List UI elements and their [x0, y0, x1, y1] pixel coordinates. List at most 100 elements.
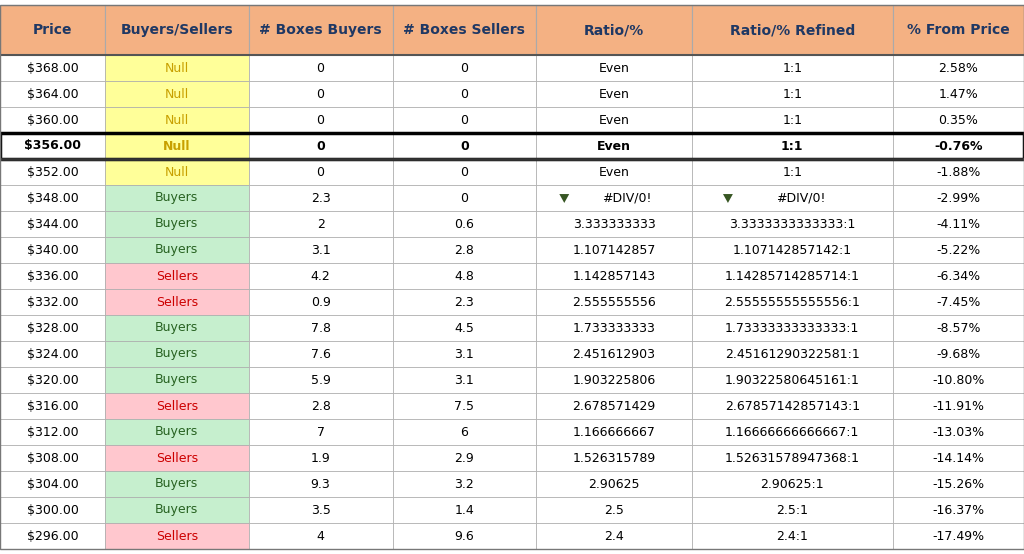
- Bar: [249, 237, 392, 263]
- Bar: [692, 471, 893, 497]
- Bar: [0, 263, 104, 289]
- Text: 0: 0: [316, 140, 325, 152]
- Text: $308.00: $308.00: [27, 452, 79, 464]
- Bar: [0, 5, 104, 55]
- Text: Ratio/%: Ratio/%: [584, 23, 644, 37]
- Text: 1.9: 1.9: [310, 452, 331, 464]
- Text: Null: Null: [165, 88, 189, 100]
- Bar: [692, 133, 893, 159]
- Text: $360.00: $360.00: [27, 114, 79, 126]
- Bar: [392, 445, 537, 471]
- Text: 0: 0: [316, 61, 325, 74]
- Text: 0.9: 0.9: [310, 295, 331, 309]
- Bar: [537, 315, 692, 341]
- Bar: [0, 133, 104, 159]
- Bar: [893, 263, 1024, 289]
- Bar: [537, 159, 692, 185]
- Polygon shape: [559, 194, 569, 203]
- Bar: [392, 133, 537, 159]
- Bar: [104, 393, 249, 419]
- Bar: [392, 341, 537, 367]
- Bar: [392, 211, 537, 237]
- Text: -9.68%: -9.68%: [936, 347, 981, 361]
- Bar: [537, 211, 692, 237]
- Bar: [692, 185, 893, 211]
- Text: 2.8: 2.8: [455, 244, 474, 257]
- Bar: [392, 237, 537, 263]
- Text: 1.73333333333333:1: 1.73333333333333:1: [725, 321, 859, 335]
- Bar: [104, 445, 249, 471]
- Text: $328.00: $328.00: [27, 321, 79, 335]
- Bar: [893, 5, 1024, 55]
- Text: 1.903225806: 1.903225806: [572, 373, 655, 387]
- Text: $324.00: $324.00: [27, 347, 78, 361]
- Text: $312.00: $312.00: [27, 425, 78, 439]
- Text: 1.107142857142:1: 1.107142857142:1: [733, 244, 852, 257]
- Text: Even: Even: [599, 61, 630, 74]
- Text: Null: Null: [165, 166, 189, 178]
- Text: -16.37%: -16.37%: [933, 504, 984, 516]
- Bar: [0, 289, 104, 315]
- Bar: [692, 159, 893, 185]
- Text: 1.142857143: 1.142857143: [572, 269, 655, 283]
- Bar: [537, 107, 692, 133]
- Bar: [0, 133, 1024, 159]
- Bar: [893, 419, 1024, 445]
- Text: -8.57%: -8.57%: [936, 321, 981, 335]
- Text: 2.3: 2.3: [455, 295, 474, 309]
- Text: -0.76%: -0.76%: [934, 140, 983, 152]
- Text: 2.58%: 2.58%: [938, 61, 978, 74]
- Text: 2: 2: [316, 218, 325, 230]
- Text: Buyers: Buyers: [156, 192, 199, 204]
- Text: Buyers: Buyers: [156, 373, 199, 387]
- Text: 3.1: 3.1: [455, 373, 474, 387]
- Bar: [893, 367, 1024, 393]
- Text: 1.16666666666667:1: 1.16666666666667:1: [725, 425, 859, 439]
- Text: # Boxes Sellers: # Boxes Sellers: [403, 23, 525, 37]
- Text: Price: Price: [33, 23, 73, 37]
- Bar: [249, 341, 392, 367]
- Text: Buyers: Buyers: [156, 478, 199, 490]
- Text: $300.00: $300.00: [27, 504, 79, 516]
- Text: -2.99%: -2.99%: [936, 192, 981, 204]
- Text: 2.4: 2.4: [604, 530, 624, 542]
- Text: 6: 6: [461, 425, 468, 439]
- Text: 0: 0: [461, 61, 468, 74]
- Bar: [893, 237, 1024, 263]
- Text: 1:1: 1:1: [782, 166, 802, 178]
- Bar: [537, 393, 692, 419]
- Bar: [249, 289, 392, 315]
- Text: 3.333333333: 3.333333333: [572, 218, 655, 230]
- Bar: [893, 55, 1024, 81]
- Text: 2.451612903: 2.451612903: [572, 347, 655, 361]
- Text: 1:1: 1:1: [782, 114, 802, 126]
- Bar: [104, 497, 249, 523]
- Text: Even: Even: [599, 166, 630, 178]
- Text: 2.8: 2.8: [310, 399, 331, 413]
- Bar: [104, 419, 249, 445]
- Text: $304.00: $304.00: [27, 478, 79, 490]
- Text: 1:1: 1:1: [782, 61, 802, 74]
- Text: $368.00: $368.00: [27, 61, 79, 74]
- Text: 2.678571429: 2.678571429: [572, 399, 655, 413]
- Bar: [104, 263, 249, 289]
- Bar: [0, 159, 104, 185]
- Text: 3.1: 3.1: [310, 244, 331, 257]
- Bar: [692, 81, 893, 107]
- Text: -10.80%: -10.80%: [932, 373, 985, 387]
- Text: 2.3: 2.3: [310, 192, 331, 204]
- Bar: [104, 5, 249, 55]
- Text: 4: 4: [316, 530, 325, 542]
- Text: Sellers: Sellers: [156, 530, 198, 542]
- Bar: [537, 55, 692, 81]
- Text: -1.88%: -1.88%: [936, 166, 981, 178]
- Text: 1:1: 1:1: [782, 88, 802, 100]
- Bar: [104, 107, 249, 133]
- Text: 1.52631578947368:1: 1.52631578947368:1: [725, 452, 860, 464]
- Text: 0: 0: [316, 88, 325, 100]
- Bar: [537, 419, 692, 445]
- Text: 5.9: 5.9: [310, 373, 331, 387]
- Text: $336.00: $336.00: [27, 269, 78, 283]
- Text: 7.8: 7.8: [310, 321, 331, 335]
- Bar: [893, 497, 1024, 523]
